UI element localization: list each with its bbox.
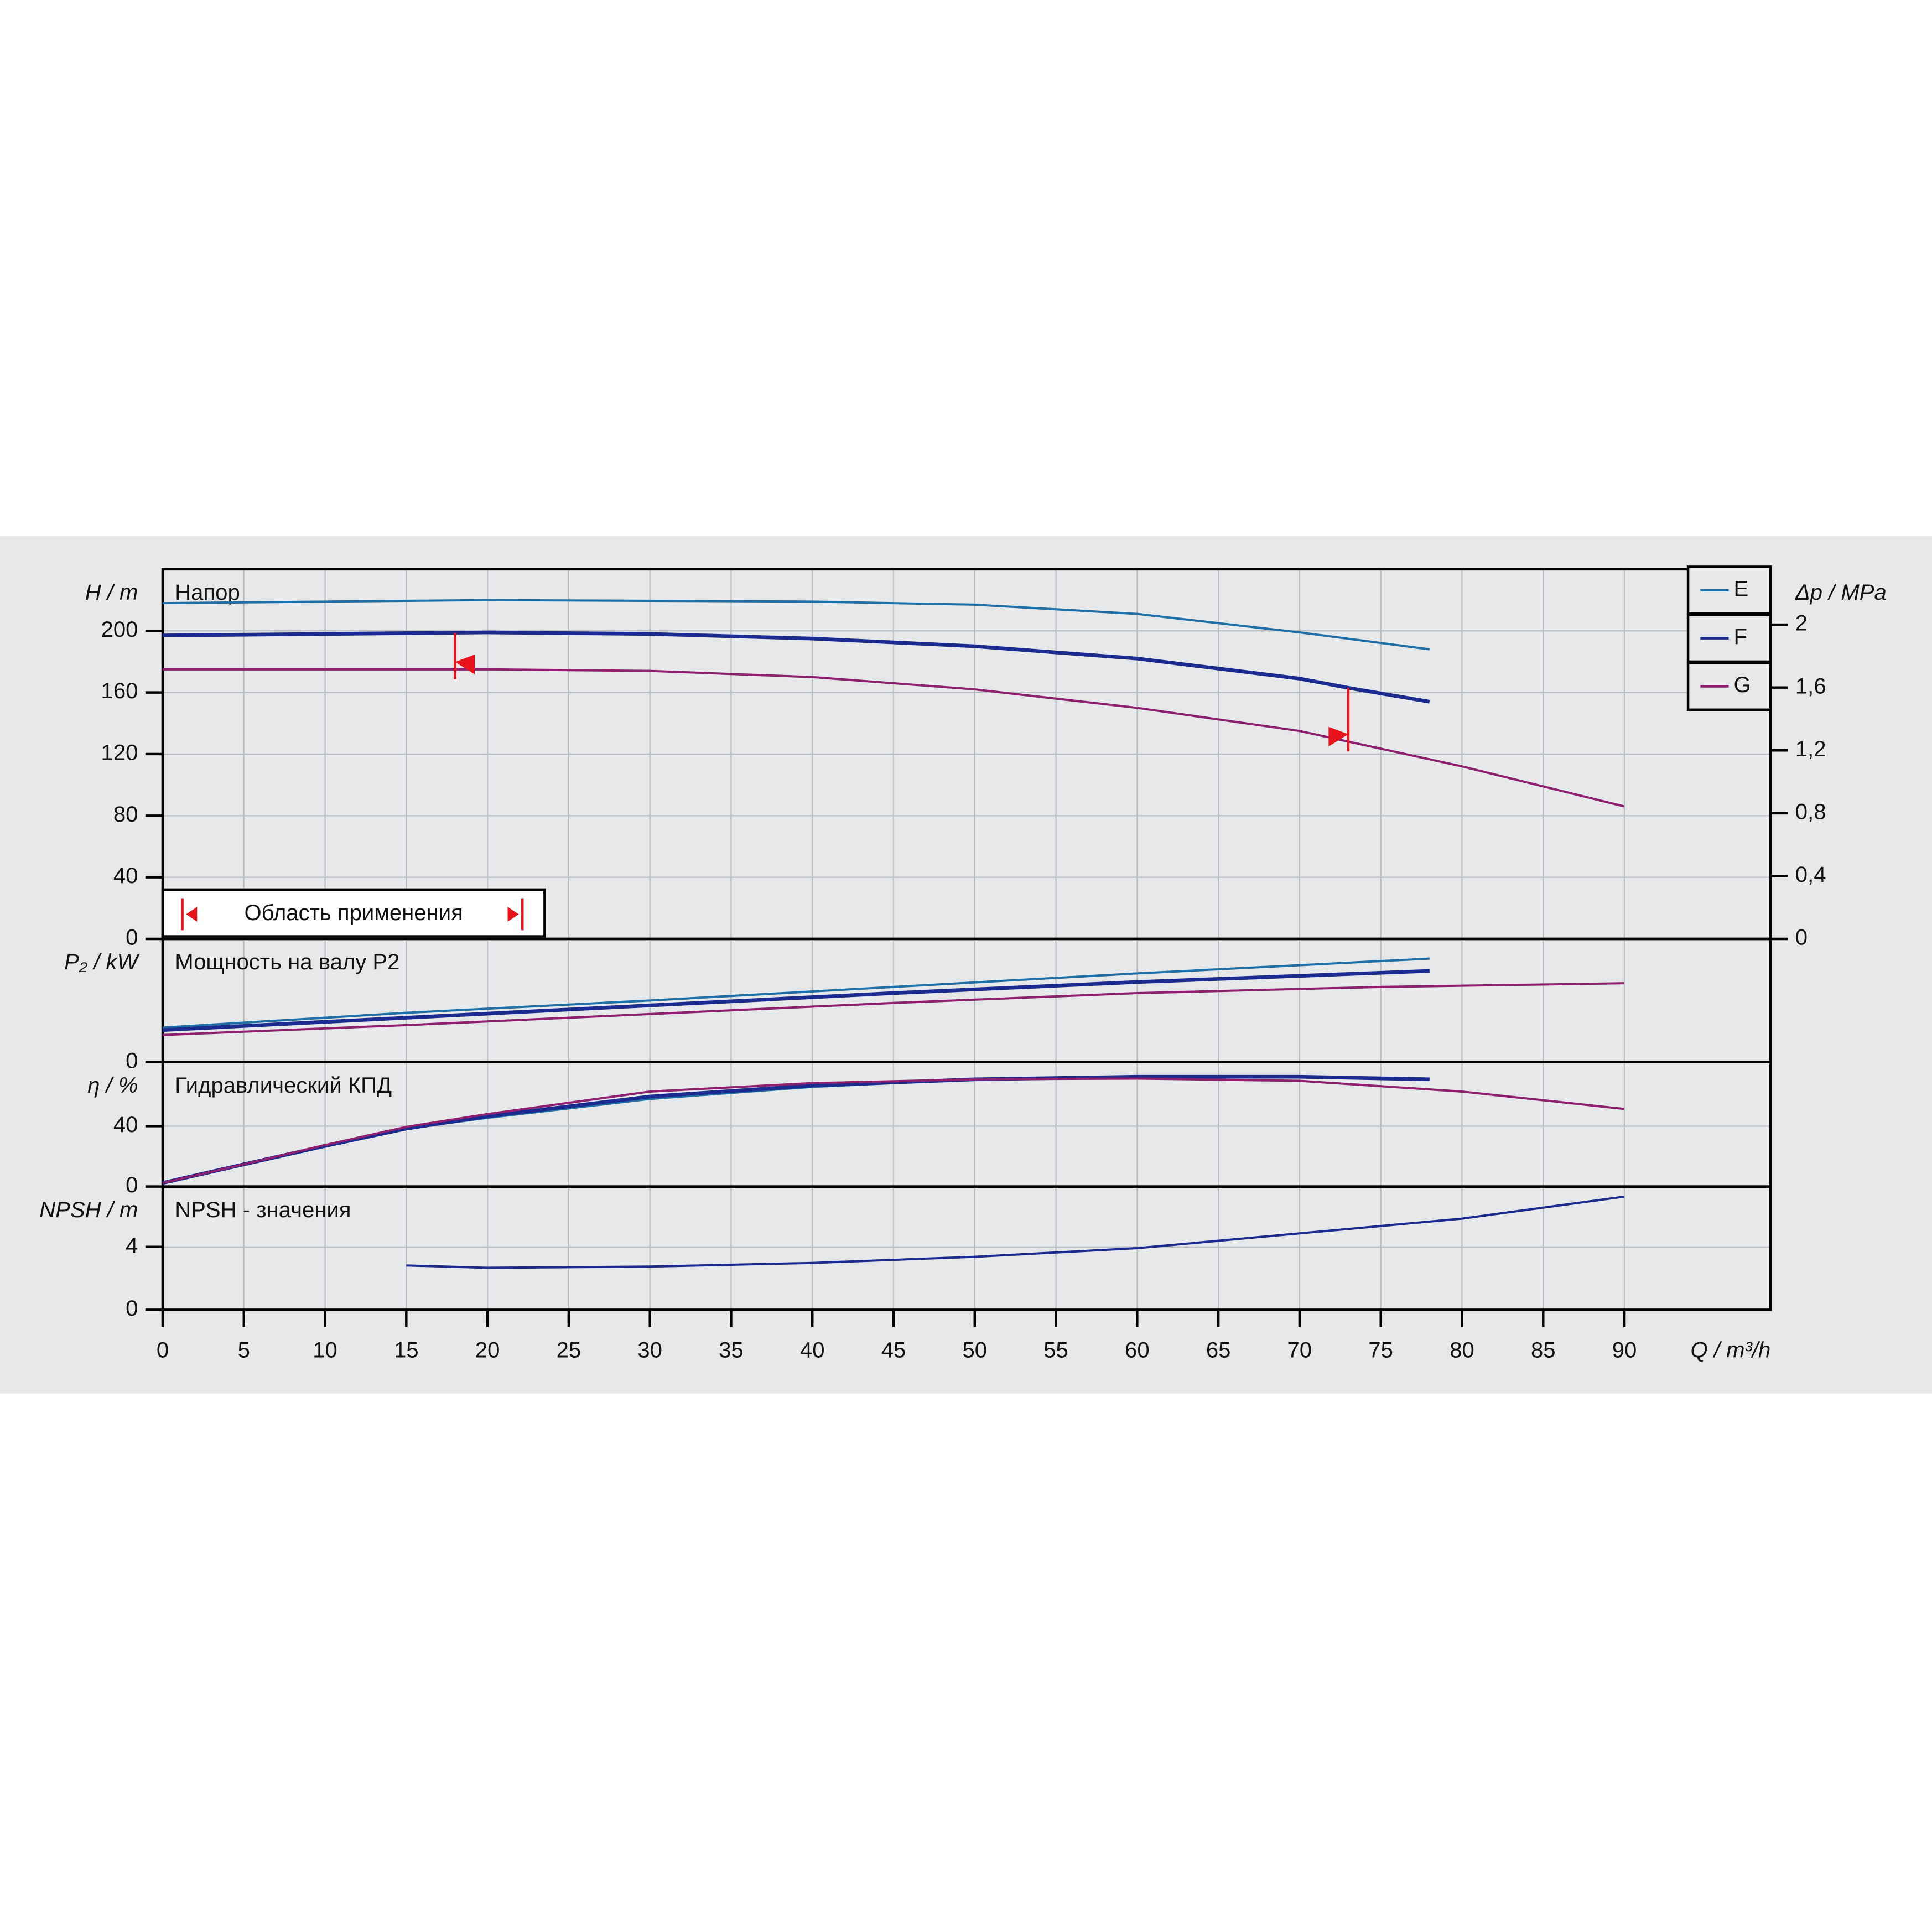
y2-tick-label: 0 — [1795, 926, 1808, 950]
y-tick-label: 200 — [101, 617, 138, 642]
y-tick-label: 0 — [126, 1173, 138, 1197]
x-tick-label: 5 — [238, 1338, 250, 1363]
x-tick-label: 10 — [313, 1338, 337, 1363]
x-tick-label: 85 — [1531, 1338, 1556, 1363]
x-tick-label: 15 — [394, 1338, 419, 1363]
line-series — [162, 982, 1625, 1036]
x-tick-label: 75 — [1368, 1338, 1393, 1363]
line-series — [162, 1077, 1625, 1185]
y-axis-label: NPSH / m — [39, 1198, 138, 1222]
panel-frame — [161, 1185, 1772, 1311]
y-axis-label: η / % — [87, 1073, 138, 1098]
line-series — [162, 630, 1430, 704]
y-tick-label: 0 — [126, 926, 138, 950]
x-tick-label: 90 — [1612, 1338, 1637, 1363]
background — [0, 536, 1932, 1394]
panel-title: Напор — [175, 580, 240, 605]
x-axis-label: Q / m³/h — [1691, 1338, 1771, 1363]
y-tick-label: 40 — [113, 1113, 138, 1137]
y2-tick-label: 1,2 — [1795, 737, 1826, 761]
x-tick-label: 30 — [637, 1338, 662, 1363]
y-tick-label: 40 — [113, 864, 138, 888]
x-tick-label: 50 — [962, 1338, 987, 1363]
y-tick-label: 80 — [113, 802, 138, 827]
y-axis-label: P₂ / kW — [64, 950, 139, 974]
panel-title: NPSH - значения — [175, 1198, 351, 1222]
y2-axis-label: Δp / MPa — [1795, 580, 1887, 605]
annotation-arrow — [507, 907, 519, 922]
x-tick-label: 70 — [1287, 1338, 1312, 1363]
x-tick-label: 35 — [719, 1338, 744, 1363]
legend-label: G — [1733, 673, 1751, 697]
y-axis-label: H / m — [85, 580, 138, 605]
line-series — [162, 969, 1430, 1032]
y2-tick-label: 1,6 — [1795, 674, 1826, 698]
y-tick-label: 4 — [126, 1233, 138, 1258]
y-tick-label: 120 — [101, 741, 138, 765]
x-tick-label: 0 — [157, 1338, 169, 1363]
line-series — [162, 957, 1430, 1029]
panel-title: Гидравлический КПД — [175, 1073, 392, 1098]
annotation: Область применения — [245, 901, 463, 925]
line-series — [162, 599, 1430, 651]
x-tick-label: 20 — [475, 1338, 500, 1363]
x-tick-label: 80 — [1450, 1338, 1474, 1363]
y2-tick-label: 2 — [1795, 611, 1808, 636]
y-tick-label: 160 — [101, 679, 138, 703]
panel-title: Мощность на валу P2 — [175, 950, 399, 974]
y-tick-label: 0 — [126, 1296, 138, 1321]
y2-tick-label: 0,8 — [1795, 799, 1826, 824]
x-tick-label: 40 — [800, 1338, 825, 1363]
x-tick-label: 60 — [1125, 1338, 1150, 1363]
y2-tick-label: 0,4 — [1795, 863, 1826, 887]
legend-label: E — [1733, 577, 1748, 601]
annotation-arrow — [186, 907, 198, 922]
x-tick-label: 45 — [881, 1338, 906, 1363]
legend-label: F — [1733, 625, 1747, 649]
annotation-box — [161, 888, 546, 938]
line-series — [406, 1195, 1625, 1269]
y-tick-label: 0 — [126, 1048, 138, 1073]
x-tick-label: 25 — [557, 1338, 581, 1363]
x-tick-label: 65 — [1206, 1338, 1231, 1363]
x-tick-label: 55 — [1043, 1338, 1068, 1363]
line-series — [162, 668, 1625, 808]
application-arrow — [1328, 726, 1348, 747]
application-arrow — [455, 655, 475, 674]
